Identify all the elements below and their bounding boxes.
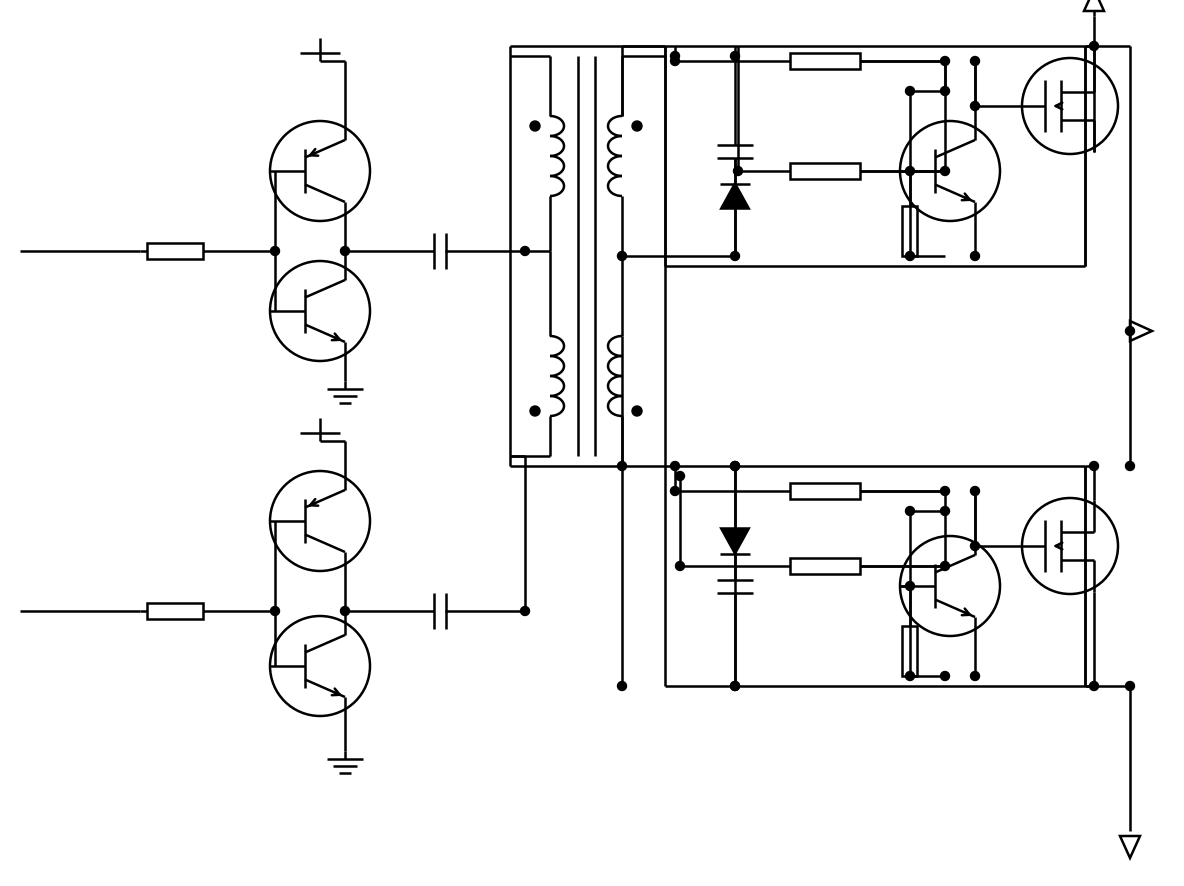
- Circle shape: [940, 58, 950, 66]
- Circle shape: [731, 253, 740, 261]
- Circle shape: [971, 487, 979, 496]
- Circle shape: [270, 607, 279, 616]
- Circle shape: [670, 487, 680, 496]
- Polygon shape: [1120, 836, 1140, 858]
- Circle shape: [618, 462, 626, 471]
- Circle shape: [1089, 681, 1099, 691]
- Circle shape: [670, 52, 680, 61]
- Circle shape: [270, 247, 279, 256]
- Circle shape: [521, 247, 529, 256]
- Circle shape: [906, 582, 914, 591]
- Circle shape: [676, 472, 684, 481]
- Circle shape: [906, 167, 914, 176]
- Circle shape: [906, 88, 914, 97]
- Bar: [790, 558, 860, 574]
- Circle shape: [940, 562, 950, 571]
- Circle shape: [341, 607, 349, 616]
- Bar: [902, 206, 918, 257]
- Circle shape: [940, 507, 950, 516]
- Circle shape: [731, 462, 740, 471]
- Circle shape: [670, 462, 680, 471]
- Bar: [147, 603, 202, 619]
- Circle shape: [1126, 681, 1134, 691]
- Circle shape: [341, 247, 349, 256]
- Circle shape: [940, 167, 950, 176]
- Bar: [147, 244, 202, 260]
- Bar: [790, 164, 860, 180]
- Circle shape: [530, 407, 540, 416]
- Circle shape: [971, 672, 979, 680]
- Circle shape: [632, 122, 642, 132]
- Circle shape: [618, 253, 626, 261]
- Circle shape: [940, 487, 950, 496]
- Circle shape: [940, 88, 950, 97]
- Polygon shape: [721, 184, 748, 209]
- Bar: [790, 54, 860, 70]
- Circle shape: [676, 562, 684, 571]
- Bar: [790, 484, 860, 500]
- Circle shape: [734, 167, 742, 176]
- Circle shape: [731, 462, 740, 471]
- Circle shape: [1089, 43, 1099, 51]
- Circle shape: [530, 122, 540, 132]
- Polygon shape: [1130, 322, 1152, 342]
- Circle shape: [906, 672, 914, 680]
- Bar: [902, 626, 918, 676]
- Circle shape: [618, 681, 626, 691]
- Circle shape: [632, 407, 642, 416]
- Circle shape: [971, 542, 979, 551]
- Circle shape: [906, 253, 914, 261]
- Circle shape: [906, 507, 914, 516]
- Circle shape: [971, 253, 979, 261]
- Polygon shape: [721, 529, 748, 554]
- Polygon shape: [1085, 0, 1103, 12]
- Circle shape: [1126, 327, 1134, 336]
- Circle shape: [731, 681, 740, 691]
- Circle shape: [1126, 462, 1134, 471]
- Circle shape: [731, 52, 740, 61]
- Circle shape: [971, 103, 979, 112]
- Circle shape: [971, 58, 979, 66]
- Circle shape: [731, 681, 740, 691]
- Circle shape: [1089, 462, 1099, 471]
- Circle shape: [521, 607, 529, 616]
- Circle shape: [670, 58, 680, 66]
- Circle shape: [940, 672, 950, 680]
